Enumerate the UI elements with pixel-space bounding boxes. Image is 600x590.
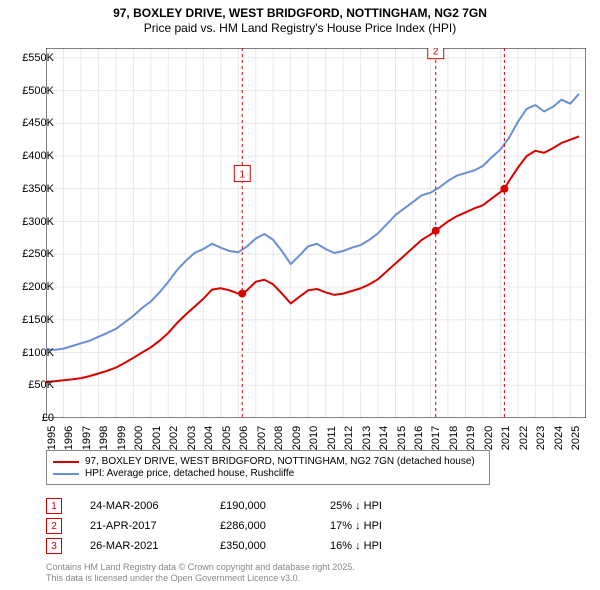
x-tick-label: 2004 — [203, 426, 215, 450]
y-tick-label: £300K — [22, 216, 54, 228]
x-tick-label: 2014 — [378, 426, 390, 450]
legend-row: 97, BOXLEY DRIVE, WEST BRIDGFORD, NOTTIN… — [53, 456, 483, 467]
svg-text:1: 1 — [239, 170, 245, 181]
sale-date: 21-APR-2017 — [90, 520, 220, 532]
sale-date: 24-MAR-2006 — [90, 500, 220, 512]
x-tick-label: 2020 — [483, 426, 495, 450]
y-tick-label: £200K — [22, 281, 54, 293]
legend: 97, BOXLEY DRIVE, WEST BRIDGFORD, NOTTIN… — [46, 450, 490, 485]
y-tick-label: £500K — [22, 85, 54, 97]
footer-line2: This data is licensed under the Open Gov… — [46, 573, 355, 584]
x-tick-label: 2013 — [361, 426, 373, 450]
x-tick-label: 2008 — [273, 426, 285, 450]
x-tick-label: 1997 — [81, 426, 93, 450]
legend-label: 97, BOXLEY DRIVE, WEST BRIDGFORD, NOTTIN… — [85, 456, 475, 467]
x-tick-label: 2024 — [553, 426, 565, 450]
x-tick-label: 2012 — [343, 426, 355, 450]
x-tick-label: 2016 — [413, 426, 425, 450]
footer-line1: Contains HM Land Registry data © Crown c… — [46, 562, 355, 573]
x-tick-label: 1998 — [98, 426, 110, 450]
x-tick-label: 2021 — [500, 426, 512, 450]
sale-marker: 1 — [46, 498, 62, 514]
sale-pct: 17% ↓ HPI — [330, 520, 440, 532]
x-tick-label: 1999 — [116, 426, 128, 450]
sale-row: 2 21-APR-2017£286,00017% ↓ HPI — [46, 516, 440, 536]
legend-row: HPI: Average price, detached house, Rush… — [53, 468, 483, 479]
y-tick-label: £550K — [22, 52, 54, 64]
x-tick-label: 2000 — [133, 426, 145, 450]
x-tick-label: 2022 — [518, 426, 530, 450]
sale-price: £190,000 — [220, 500, 330, 512]
x-tick-label: 1995 — [46, 426, 58, 450]
y-tick-label: £250K — [22, 248, 54, 260]
y-tick-label: £350K — [22, 183, 54, 195]
x-tick-label: 2017 — [430, 426, 442, 450]
x-tick-label: 2005 — [221, 426, 233, 450]
sale-date: 26-MAR-2021 — [90, 540, 220, 552]
y-tick-label: £0 — [42, 412, 54, 424]
svg-text:2: 2 — [433, 48, 439, 58]
sales-table: 1 24-MAR-2006£190,00025% ↓ HPI 2 21-APR-201… — [46, 496, 440, 556]
x-tick-label: 2023 — [535, 426, 547, 450]
x-tick-label: 2010 — [308, 426, 320, 450]
x-tick-label: 2009 — [291, 426, 303, 450]
x-tick-label: 2018 — [448, 426, 460, 450]
x-tick-label: 2003 — [186, 426, 198, 450]
x-tick-label: 2006 — [238, 426, 250, 450]
legend-label: HPI: Average price, detached house, Rush… — [85, 468, 294, 479]
chart-area: 123 — [46, 48, 586, 418]
sale-row: 3 26-MAR-2021£350,00016% ↓ HPI — [46, 536, 440, 556]
sale-price: £286,000 — [220, 520, 330, 532]
title-block: 97, BOXLEY DRIVE, WEST BRIDGFORD, NOTTIN… — [0, 0, 600, 36]
y-tick-label: £50K — [28, 379, 54, 391]
title-line2: Price paid vs. HM Land Registry's House … — [0, 21, 600, 36]
x-tick-label: 2007 — [256, 426, 268, 450]
x-tick-label: 2019 — [465, 426, 477, 450]
x-tick-label: 2001 — [151, 426, 163, 450]
legend-swatch — [53, 473, 79, 475]
footer: Contains HM Land Registry data © Crown c… — [46, 562, 355, 585]
sale-pct: 16% ↓ HPI — [330, 540, 440, 552]
y-tick-label: £100K — [22, 347, 54, 359]
sale-row: 1 24-MAR-2006£190,00025% ↓ HPI — [46, 496, 440, 516]
sale-pct: 25% ↓ HPI — [330, 500, 440, 512]
x-tick-label: 2002 — [168, 426, 180, 450]
x-tick-label: 2015 — [396, 426, 408, 450]
y-tick-label: £150K — [22, 314, 54, 326]
sale-price: £350,000 — [220, 540, 330, 552]
y-tick-label: £450K — [22, 117, 54, 129]
x-tick-label: 2011 — [326, 426, 338, 450]
x-tick-label: 1996 — [63, 426, 75, 450]
chart-container: 97, BOXLEY DRIVE, WEST BRIDGFORD, NOTTIN… — [0, 0, 600, 590]
legend-swatch — [53, 461, 79, 463]
title-line1: 97, BOXLEY DRIVE, WEST BRIDGFORD, NOTTIN… — [0, 6, 600, 21]
plot-svg: 123 — [46, 48, 586, 418]
y-tick-label: £400K — [22, 150, 54, 162]
sale-marker: 2 — [46, 518, 62, 534]
sale-marker: 3 — [46, 538, 62, 554]
x-tick-label: 2025 — [570, 426, 582, 450]
